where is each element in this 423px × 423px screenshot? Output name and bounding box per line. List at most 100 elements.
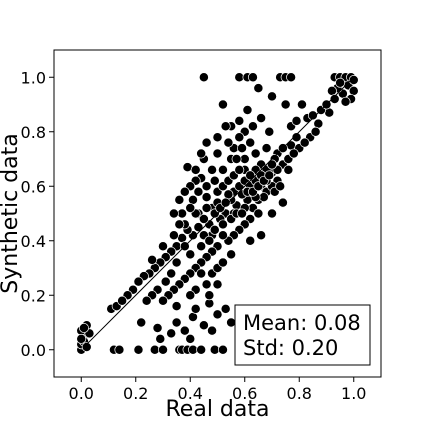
data-point (348, 75, 359, 85)
data-point (179, 325, 190, 336)
reference-line (86, 76, 355, 345)
data-point (247, 121, 258, 132)
data-point (158, 344, 168, 355)
data-point (166, 268, 177, 279)
data-point (179, 186, 190, 197)
x-tick-label: 0.4 (178, 384, 203, 403)
data-point (190, 164, 201, 175)
data-point (158, 241, 168, 252)
x-tick-label: 0.8 (287, 384, 312, 403)
data-point (275, 181, 286, 192)
data-point (217, 344, 228, 355)
data-point (286, 72, 297, 83)
data-point (201, 279, 212, 290)
data-point (217, 99, 228, 110)
data-point (204, 298, 215, 309)
data-point (217, 219, 228, 230)
data-point (177, 233, 188, 243)
data-point (217, 230, 228, 241)
data-point (310, 126, 321, 137)
data-point (212, 132, 223, 143)
data-point (193, 186, 204, 197)
data-point (288, 148, 299, 159)
data-point (152, 323, 163, 333)
data-point (286, 140, 297, 151)
points-layer (76, 72, 359, 355)
data-point (196, 344, 207, 355)
data-point (340, 96, 351, 107)
data-point (220, 303, 231, 314)
data-point (201, 137, 212, 148)
data-point (283, 164, 294, 175)
data-point (207, 164, 217, 175)
data-point (212, 279, 223, 290)
data-point (335, 77, 346, 88)
data-point (237, 208, 247, 219)
data-point (247, 72, 258, 83)
data-point (188, 344, 198, 355)
x-tick-label: 1.0 (341, 384, 366, 403)
data-point (250, 148, 261, 159)
data-point (188, 194, 198, 205)
x-tick-label: 0.6 (232, 384, 257, 403)
data-point (204, 235, 215, 246)
stats-mean-label: Mean: 0.08 (243, 311, 361, 335)
data-point (253, 83, 264, 94)
data-point (264, 126, 275, 137)
data-point (242, 104, 253, 115)
y-tick-label: 0.8 (21, 123, 46, 142)
data-point (182, 162, 193, 173)
data-point (267, 159, 277, 170)
data-point (226, 249, 237, 260)
y-axis-title: Synthetic data (0, 133, 23, 293)
data-point (207, 325, 217, 336)
data-point (81, 342, 92, 352)
data-point (201, 181, 212, 192)
data-point (133, 276, 144, 287)
y-tick-label: 0.6 (21, 177, 46, 196)
data-point (79, 323, 89, 333)
data-point (196, 148, 207, 159)
data-point (133, 344, 144, 355)
data-point (212, 309, 223, 320)
data-point (348, 85, 359, 96)
data-point (234, 164, 245, 175)
data-point (114, 344, 125, 355)
data-point (212, 148, 223, 159)
data-point (177, 208, 188, 219)
data-point (234, 115, 245, 126)
data-point (185, 203, 196, 213)
data-point (174, 219, 185, 230)
data-point (291, 115, 302, 126)
data-point (217, 164, 228, 175)
data-point (245, 170, 256, 181)
y-tick-label: 0.0 (21, 341, 46, 360)
data-point (201, 192, 212, 203)
data-point (158, 295, 168, 306)
y-axis-ticks: 0.0 0.2 0.4 0.6 0.8 1.0 (21, 68, 54, 360)
data-point (253, 208, 264, 219)
data-point (196, 241, 207, 252)
data-point (220, 121, 231, 132)
data-point (267, 91, 277, 102)
y-tick-label: 1.0 (21, 68, 46, 87)
data-point (190, 303, 201, 314)
data-point (117, 295, 128, 306)
y-tick-label: 0.2 (21, 286, 46, 305)
data-point (171, 257, 182, 268)
data-point (188, 312, 198, 322)
stats-box-frame (234, 304, 371, 366)
data-point (185, 290, 196, 301)
stats-std-label: Std: 0.20 (243, 336, 338, 360)
data-point (147, 254, 158, 265)
y-tick-label: 0.4 (21, 232, 46, 251)
data-point (209, 344, 220, 355)
data-point (193, 222, 204, 233)
data-point (149, 344, 160, 355)
data-point (196, 268, 207, 279)
data-point (166, 328, 177, 339)
data-point (220, 197, 231, 208)
data-point (258, 192, 269, 203)
data-point (209, 224, 220, 235)
data-point (76, 333, 87, 344)
